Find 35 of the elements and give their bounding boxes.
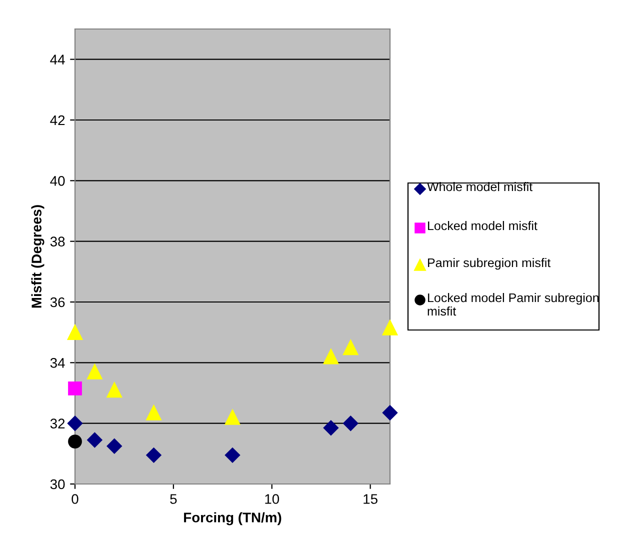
point: [68, 382, 82, 396]
y-tick-label: 36: [50, 297, 65, 308]
x-axis-title: Forcing (TN/m): [184, 512, 282, 526]
point: [146, 405, 162, 420]
point: [106, 438, 122, 454]
point: [87, 432, 102, 448]
legend-label: Locked model Pamir subregion misfit: [428, 293, 599, 316]
point: [323, 420, 339, 436]
x-tick-label: 15: [364, 494, 378, 504]
y-tick-label: 32: [50, 418, 65, 429]
y-tick-label: 34: [50, 358, 65, 368]
y-tick-label: 38: [50, 236, 65, 247]
legend-label: Pamir subregion misfit: [428, 258, 551, 270]
point: [67, 324, 83, 340]
y-axis-title: Misfit (Degrees): [31, 205, 44, 308]
y-tick-label: 30: [50, 479, 65, 490]
point: [87, 364, 102, 380]
point: [67, 416, 83, 431]
point: [342, 340, 358, 356]
point: [382, 320, 398, 336]
point: [68, 434, 82, 448]
point: [146, 448, 162, 463]
point: [224, 448, 240, 463]
x-tick-label: 5: [170, 494, 177, 504]
point: [343, 416, 358, 431]
x-tick-label: 10: [265, 494, 280, 504]
point: [323, 348, 339, 364]
y-tick-label: 44: [50, 54, 65, 64]
legend-label: Locked model misfit: [428, 221, 538, 230]
point: [106, 382, 122, 398]
y-tick-label: 42: [50, 115, 65, 126]
y-tick-label: 40: [50, 176, 65, 186]
point: [382, 405, 398, 420]
point: [224, 410, 240, 425]
x-tick-label: 0: [72, 494, 78, 504]
